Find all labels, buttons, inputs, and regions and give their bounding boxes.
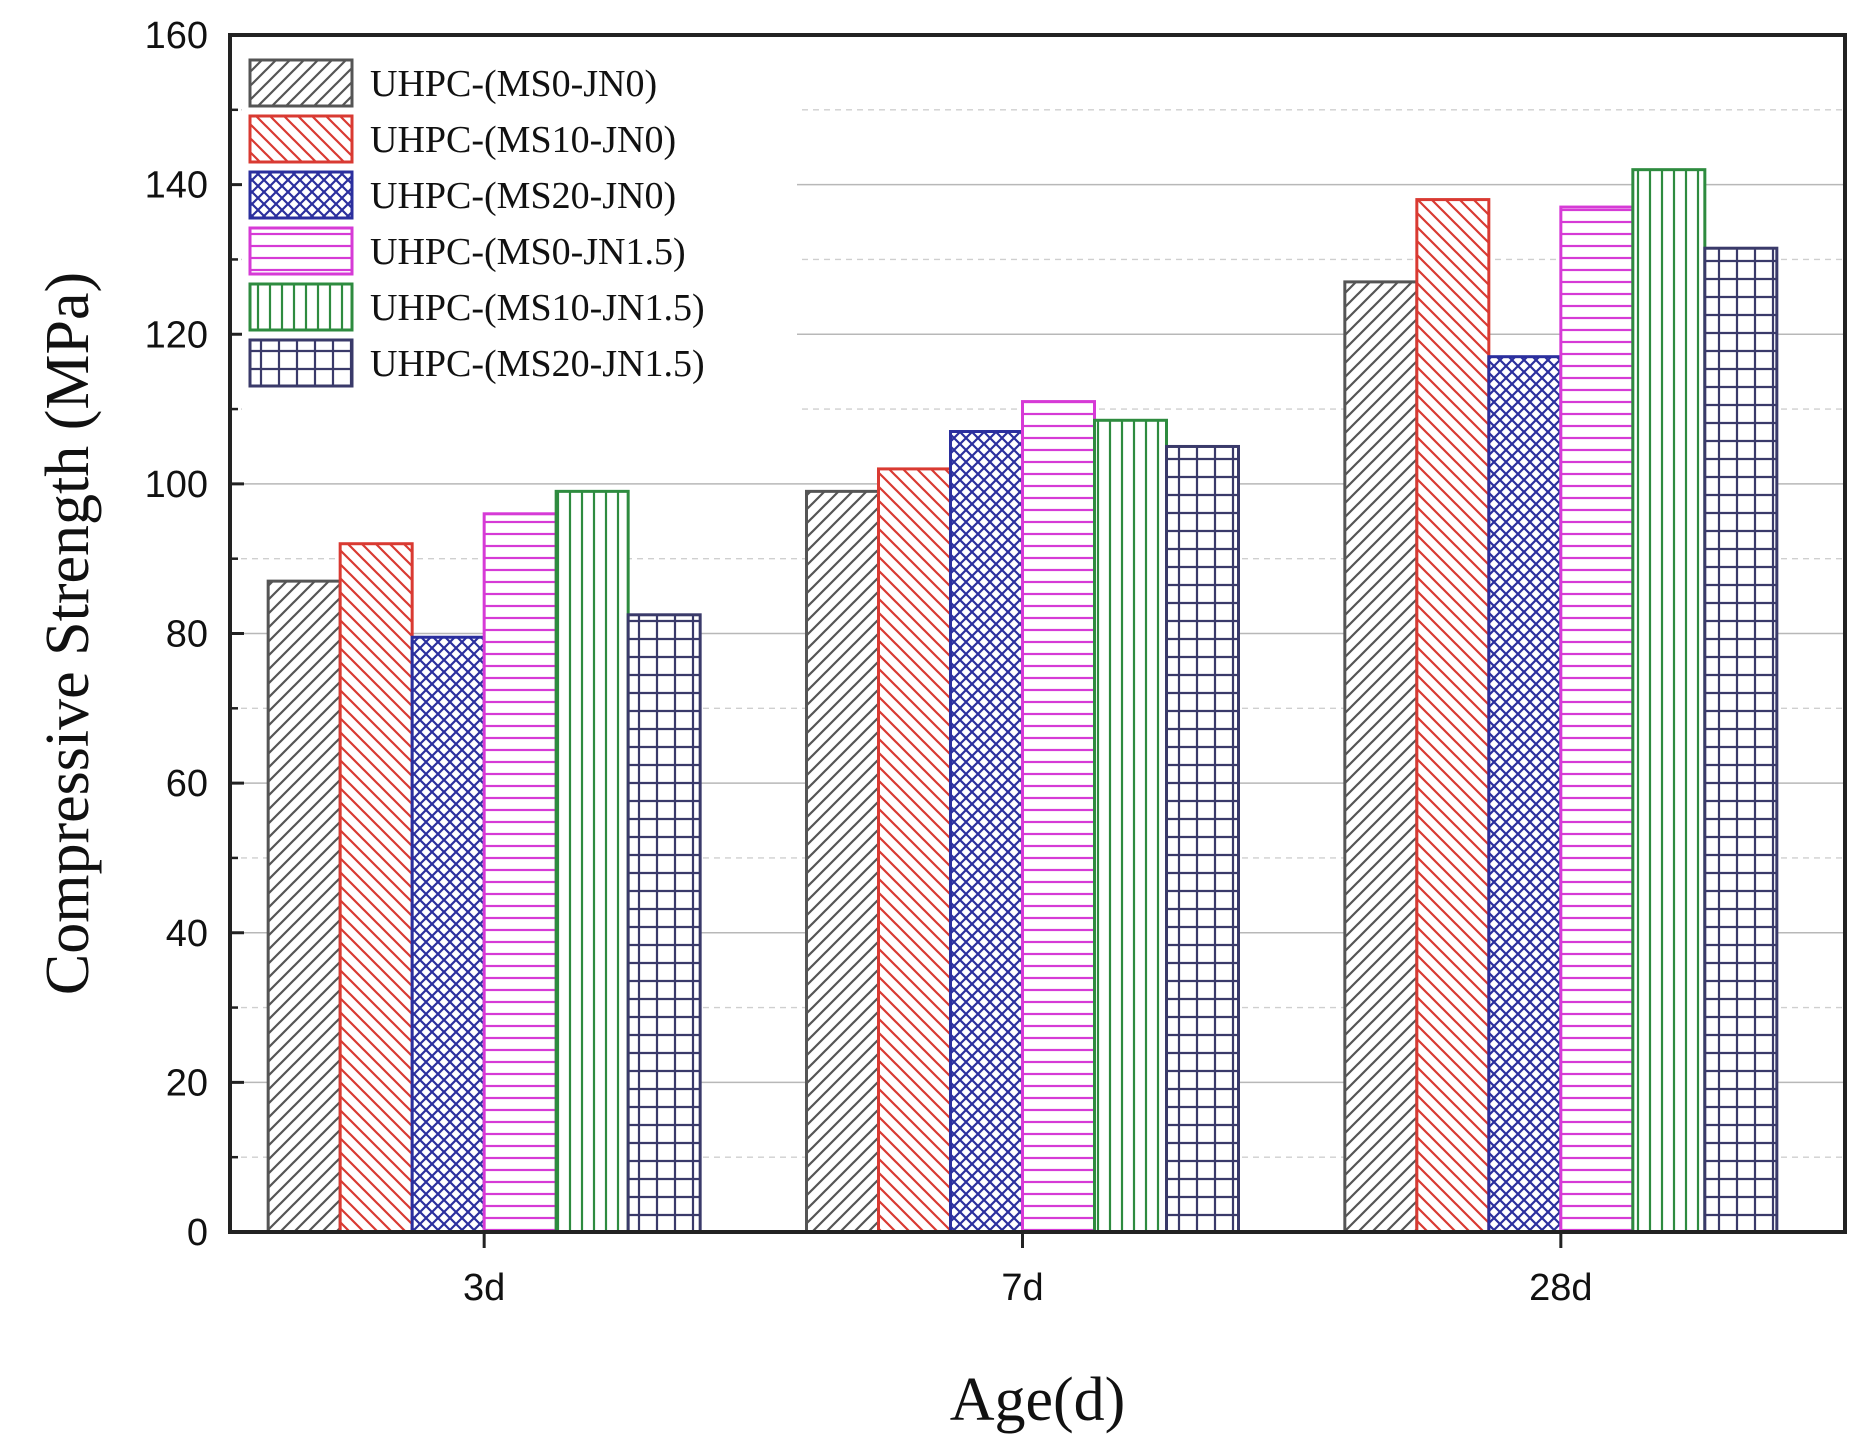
- axes: 0 20 40 60 80 100 120 140 160 3d 7d 28d: [145, 15, 1593, 1309]
- bar-7d-series-6: [1165, 444, 1240, 1234]
- y-tick-label: 100: [145, 464, 208, 506]
- y-tick-label: 140: [145, 165, 208, 207]
- legend-label-3: UHPC-(MS20-JN0): [370, 175, 676, 217]
- bar-3d-series-4: [482, 512, 558, 1234]
- bar-3d-series-3: [410, 635, 486, 1234]
- bar-28d-series-3: [1487, 355, 1563, 1234]
- bar-3d-series-5: [554, 489, 630, 1234]
- bar-28d-series-6: [1703, 246, 1779, 1234]
- bar-28d-series-1: [1343, 280, 1419, 1234]
- y-tick-label: 120: [145, 314, 208, 356]
- legend-swatch-6: [248, 338, 354, 388]
- bar-28d-series-5: [1631, 168, 1707, 1234]
- bar-7d-series-1: [805, 489, 880, 1234]
- bar-7d-series-2: [877, 467, 952, 1234]
- legend-label-2: UHPC-(MS10-JN0): [370, 119, 676, 161]
- bar-7d-series-5: [1093, 418, 1168, 1234]
- x-tick-label-28d: 28d: [1529, 1267, 1592, 1309]
- x-tick-label-3d: 3d: [463, 1267, 505, 1309]
- y-tick-label: 0: [187, 1212, 208, 1254]
- legend-swatch-4: [248, 226, 354, 276]
- x-axis-title: Age(d): [950, 1366, 1126, 1434]
- bar-3d-series-6: [626, 613, 702, 1234]
- legend-label-1: UHPC-(MS0-JN0): [370, 63, 657, 105]
- y-tick-label: 160: [145, 15, 208, 57]
- legend: UHPC-(MS0-JN0) UHPC-(MS10-JN0) UHPC-(MS20-…: [242, 50, 797, 410]
- legend-label-6: UHPC-(MS20-JN1.5): [370, 343, 705, 385]
- y-tick-label: 60: [166, 763, 208, 805]
- y-tick-label: 20: [166, 1062, 208, 1104]
- bar-28d-series-2: [1415, 198, 1491, 1234]
- y-tick-label: 80: [166, 614, 208, 656]
- legend-swatch-5: [248, 282, 354, 332]
- bar-28d-series-4: [1559, 205, 1635, 1234]
- x-tick-label-7d: 7d: [1001, 1267, 1043, 1309]
- legend-swatch-2: [248, 114, 354, 164]
- y-axis-title: Compressive Strength (MPa): [34, 272, 102, 995]
- bar-7d-series-3: [949, 430, 1024, 1234]
- bar-3d-series-1: [266, 579, 342, 1234]
- legend-swatch-1: [248, 58, 354, 108]
- bar-7d-series-4: [1021, 400, 1096, 1234]
- legend-label-5: UHPC-(MS10-JN1.5): [370, 287, 705, 329]
- y-tick-label: 40: [166, 913, 208, 955]
- bar-3d-series-2: [338, 542, 414, 1234]
- bars: [266, 168, 1779, 1234]
- legend-label-4: UHPC-(MS0-JN1.5): [370, 231, 686, 273]
- legend-swatch-3: [248, 170, 354, 220]
